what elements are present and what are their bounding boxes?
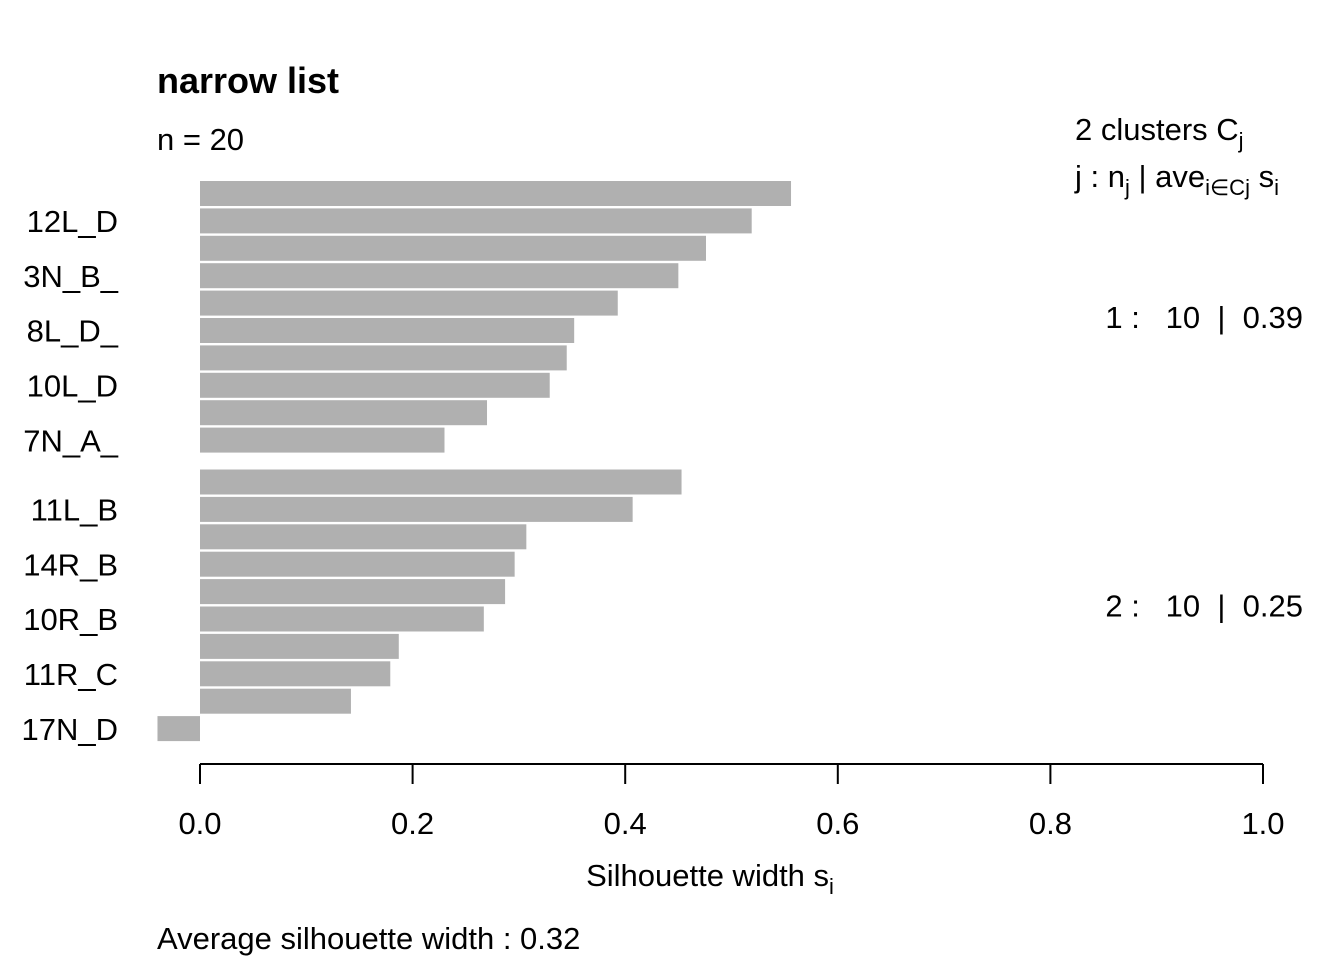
silhouette-bar [200, 181, 792, 206]
silhouette-bar [200, 345, 567, 371]
silhouette-bar [200, 606, 484, 632]
silhouette-bar [200, 661, 391, 687]
x-tick-label: 0.6 [816, 806, 859, 841]
x-tick-label: 0.0 [178, 806, 221, 841]
silhouette-bar [200, 318, 575, 343]
row-label: 10R_B [23, 602, 118, 637]
silhouette-bar [200, 496, 633, 522]
row-label: 17N_D [22, 712, 119, 747]
silhouette-bar [200, 688, 351, 714]
cluster-summary: 1 : 10 | 0.39 [1105, 300, 1303, 335]
row-label: 11R_C [24, 657, 118, 692]
row-label: 7N_A_ [23, 423, 119, 458]
silhouette-bar [200, 263, 679, 289]
row-label: 8L_D_ [27, 314, 119, 349]
cluster-summary: 2 : 10 | 0.25 [1105, 589, 1303, 624]
n-label: n = 20 [157, 122, 244, 157]
row-label: 10L_D [27, 369, 118, 404]
chart-title: narrow list [157, 60, 339, 101]
x-tick-label: 1.0 [1241, 806, 1284, 841]
silhouette-bar [200, 427, 445, 453]
silhouette-bar [200, 290, 618, 316]
row-label: 14R_B [23, 547, 118, 582]
legend-header: 2 clusters Cj j : nj | avei∈Cj si [1074, 112, 1279, 200]
legend-columns-line: j : nj | avei∈Cj si [1074, 159, 1279, 200]
x-tick-label: 0.4 [604, 806, 647, 841]
row-label: 12L_D [27, 204, 118, 239]
x-axis: 0.0 0.2 0.4 0.6 0.8 1.0 [178, 763, 1285, 841]
silhouette-bar [200, 551, 515, 577]
row-label: 3N_B_ [23, 259, 119, 294]
x-tick-label: 0.8 [1029, 806, 1072, 841]
silhouette-bar [200, 579, 506, 605]
x-tick-label: 0.2 [391, 806, 434, 841]
silhouette-bar [200, 208, 752, 234]
bars-group [157, 181, 792, 742]
legend-clusters-line: 2 clusters Cj [1075, 112, 1244, 153]
silhouette-bar [200, 524, 527, 550]
row-label: 11L_B [31, 493, 118, 528]
average-silhouette-footer: Average silhouette width : 0.32 [157, 921, 580, 956]
silhouette-bar [157, 716, 200, 742]
x-axis-label: Silhouette width si [586, 858, 834, 899]
silhouette-bar [200, 633, 399, 659]
cluster-summaries-group: 1 : 10 | 0.39 2 : 10 | 0.25 [1105, 300, 1303, 624]
silhouette-bar [200, 235, 706, 261]
silhouette-bar [200, 372, 550, 398]
row-labels-group: 12L_D 3N_B_ 8L_D_ 10L_D 7N_A_ 11L_B 14R_B 10R_B… [22, 204, 119, 747]
silhouette-bar [200, 400, 488, 426]
silhouette-bar [200, 469, 682, 495]
